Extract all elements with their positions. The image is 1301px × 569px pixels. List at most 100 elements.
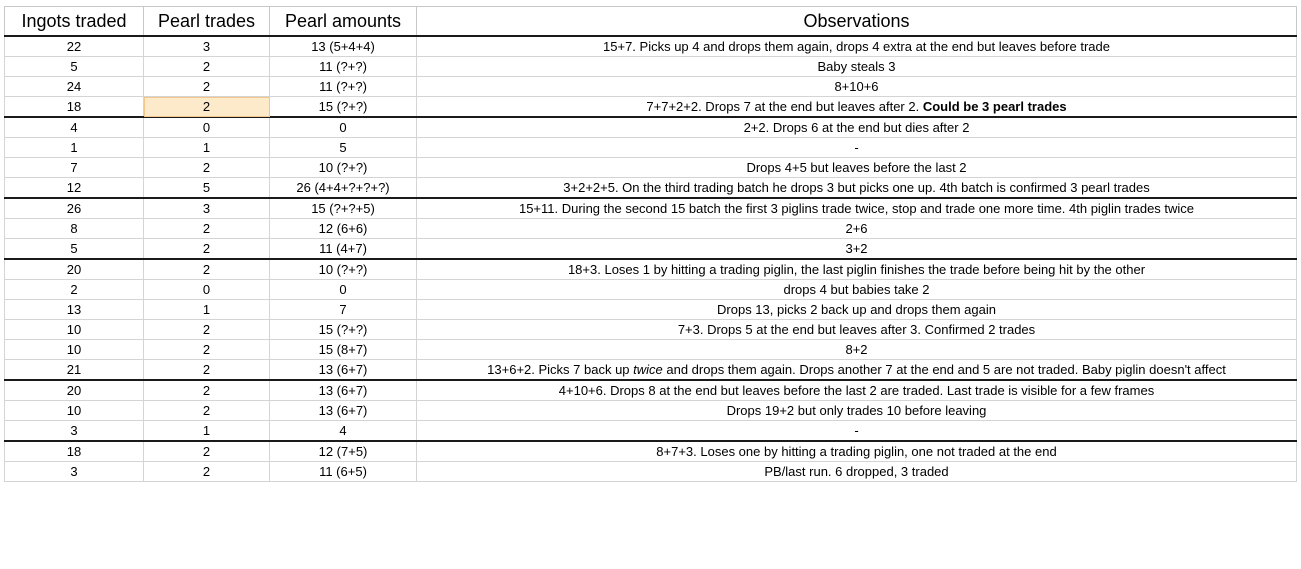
cell-pearl-trades[interactable]: 2 [143,238,270,260]
cell-ingots-traded[interactable]: 20 [4,258,144,280]
cell-pearl-amounts[interactable]: 11 (6+5) [269,461,417,482]
cell-ingots-traded[interactable]: 22 [4,35,144,57]
cell-observations[interactable]: 3+2 [416,238,1297,260]
cell-pearl-trades[interactable]: 5 [143,177,270,199]
cell-observations[interactable]: 8+7+3. Loses one by hitting a trading pi… [416,440,1297,462]
cell-pearl-trades[interactable]: 2 [143,339,270,360]
cell-pearl-amounts[interactable]: 26 (4+4+?+?+?) [269,177,417,199]
cell-ingots-traded[interactable]: 10 [4,319,144,340]
cell-observations[interactable]: 2+2. Drops 6 at the end but dies after 2 [416,116,1297,138]
cell-ingots-traded[interactable]: 18 [4,96,144,118]
cell-observations[interactable]: 15+11. During the second 15 batch the fi… [416,197,1297,219]
cell-observations[interactable]: 8+2 [416,339,1297,360]
cell-pearl-amounts[interactable]: 11 (4+7) [269,238,417,260]
cell-ingots-traded[interactable]: 20 [4,379,144,401]
cell-ingots-traded[interactable]: 5 [4,238,144,260]
table-row: 21 2 13 (6+7) 13+6+2. Picks 7 back up twice… [4,359,1297,381]
cell-pearl-trades[interactable]: 1 [143,299,270,320]
column-header-pearl-amounts[interactable]: Pearl amounts [269,6,417,37]
cell-ingots-traded[interactable]: 8 [4,218,144,239]
cell-pearl-amounts[interactable]: 15 (?+?+5) [269,197,417,219]
cell-pearl-trades[interactable]: 2 [143,218,270,239]
cell-observations[interactable]: 15+7. Picks up 4 and drops them again, d… [416,35,1297,57]
cell-ingots-traded[interactable]: 1 [4,137,144,158]
cell-pearl-amounts[interactable]: 15 (?+?) [269,96,417,118]
column-header-ingots-traded[interactable]: Ingots traded [4,6,144,37]
cell-pearl-amounts[interactable]: 15 (?+?) [269,319,417,340]
cell-ingots-traded[interactable]: 13 [4,299,144,320]
cell-pearl-trades[interactable]: 2 [143,379,270,401]
cell-pearl-trades[interactable]: 2 [143,400,270,421]
cell-pearl-trades[interactable]: 0 [143,279,270,300]
cell-pearl-trades[interactable]: 2 [143,440,270,462]
cell-pearl-trades[interactable]: 2 [143,96,270,118]
cell-observations[interactable]: Drops 19+2 but only trades 10 before lea… [416,400,1297,421]
cell-pearl-amounts[interactable]: 11 (?+?) [269,76,417,97]
cell-observations[interactable]: Drops 13, picks 2 back up and drops them… [416,299,1297,320]
cell-pearl-trades[interactable]: 2 [143,76,270,97]
table-row: 18 2 12 (7+5) 8+7+3. Loses one by hitting a… [4,440,1297,462]
cell-observations[interactable]: 18+3. Loses 1 by hitting a trading pigli… [416,258,1297,280]
cell-ingots-traded[interactable]: 4 [4,116,144,138]
cell-observations[interactable]: 2+6 [416,218,1297,239]
cell-pearl-amounts[interactable]: 13 (6+7) [269,400,417,421]
cell-pearl-trades[interactable]: 3 [143,197,270,219]
cell-pearl-amounts[interactable]: 0 [269,279,417,300]
cell-observations[interactable]: Baby steals 3 [416,56,1297,77]
cell-pearl-trades[interactable]: 2 [143,319,270,340]
cell-pearl-trades[interactable]: 1 [143,420,270,442]
cell-observations[interactable]: Drops 4+5 but leaves before the last 2 [416,157,1297,178]
cell-pearl-trades[interactable]: 2 [143,56,270,77]
cell-ingots-traded[interactable]: 2 [4,279,144,300]
cell-ingots-traded[interactable]: 3 [4,461,144,482]
cell-ingots-traded[interactable]: 12 [4,177,144,199]
cell-ingots-traded[interactable]: 26 [4,197,144,219]
cell-pearl-trades[interactable]: 3 [143,35,270,57]
table-row: 2 0 0 drops 4 but babies take 2 [4,279,1297,300]
cell-observations[interactable]: 3+2+2+5. On the third trading batch he d… [416,177,1297,199]
cell-observations[interactable]: 7+7+2+2. Drops 7 at the end but leaves a… [416,96,1297,118]
cell-pearl-amounts[interactable]: 12 (6+6) [269,218,417,239]
cell-ingots-traded[interactable]: 24 [4,76,144,97]
cell-observations[interactable]: 4+10+6. Drops 8 at the end but leaves be… [416,379,1297,401]
cell-ingots-traded[interactable]: 18 [4,440,144,462]
cell-pearl-trades[interactable]: 2 [143,157,270,178]
cell-pearl-amounts[interactable]: 4 [269,420,417,442]
cell-pearl-amounts[interactable]: 15 (8+7) [269,339,417,360]
cell-pearl-amounts[interactable]: 5 [269,137,417,158]
cell-pearl-amounts[interactable]: 12 (7+5) [269,440,417,462]
cell-pearl-amounts[interactable]: 13 (6+7) [269,379,417,401]
cell-ingots-traded[interactable]: 10 [4,339,144,360]
cell-pearl-amounts[interactable]: 10 (?+?) [269,258,417,280]
cell-observations[interactable]: - [416,137,1297,158]
cell-observations[interactable]: PB/last run. 6 dropped, 3 traded [416,461,1297,482]
cell-observations[interactable]: drops 4 but babies take 2 [416,279,1297,300]
cell-ingots-traded[interactable]: 21 [4,359,144,381]
cell-observations[interactable]: 8+10+6 [416,76,1297,97]
cell-observations[interactable]: 7+3. Drops 5 at the end but leaves after… [416,319,1297,340]
observation-text: drops 4 but babies take 2 [783,282,930,297]
cell-ingots-traded[interactable]: 5 [4,56,144,77]
cell-ingots-traded[interactable]: 10 [4,400,144,421]
cell-ingots-traded[interactable]: 3 [4,420,144,442]
cell-pearl-trades[interactable]: 2 [143,258,270,280]
observation-text: 7+7+2+2. Drops 7 at the end but leaves a… [646,99,923,114]
cell-pearl-trades[interactable]: 0 [143,116,270,138]
cell-pearl-trades[interactable]: 2 [143,359,270,381]
cell-pearl-trades[interactable]: 2 [143,461,270,482]
cell-pearl-amounts[interactable]: 13 (5+4+4) [269,35,417,57]
observation-text: 18+3. Loses 1 by hitting a trading pigli… [567,262,1146,277]
cell-ingots-traded[interactable]: 7 [4,157,144,178]
cell-observations[interactable]: 13+6+2. Picks 7 back up twice and drops … [416,359,1297,381]
cell-pearl-trades[interactable]: 1 [143,137,270,158]
table-row: 13 1 7 Drops 13, picks 2 back up and drops … [4,299,1297,320]
cell-pearl-amounts[interactable]: 0 [269,116,417,138]
cell-pearl-amounts[interactable]: 7 [269,299,417,320]
cell-observations[interactable]: - [416,420,1297,442]
observation-text: - [854,423,859,438]
column-header-observations[interactable]: Observations [416,6,1297,37]
cell-pearl-amounts[interactable]: 11 (?+?) [269,56,417,77]
column-header-pearl-trades[interactable]: Pearl trades [143,6,270,37]
cell-pearl-amounts[interactable]: 10 (?+?) [269,157,417,178]
cell-pearl-amounts[interactable]: 13 (6+7) [269,359,417,381]
